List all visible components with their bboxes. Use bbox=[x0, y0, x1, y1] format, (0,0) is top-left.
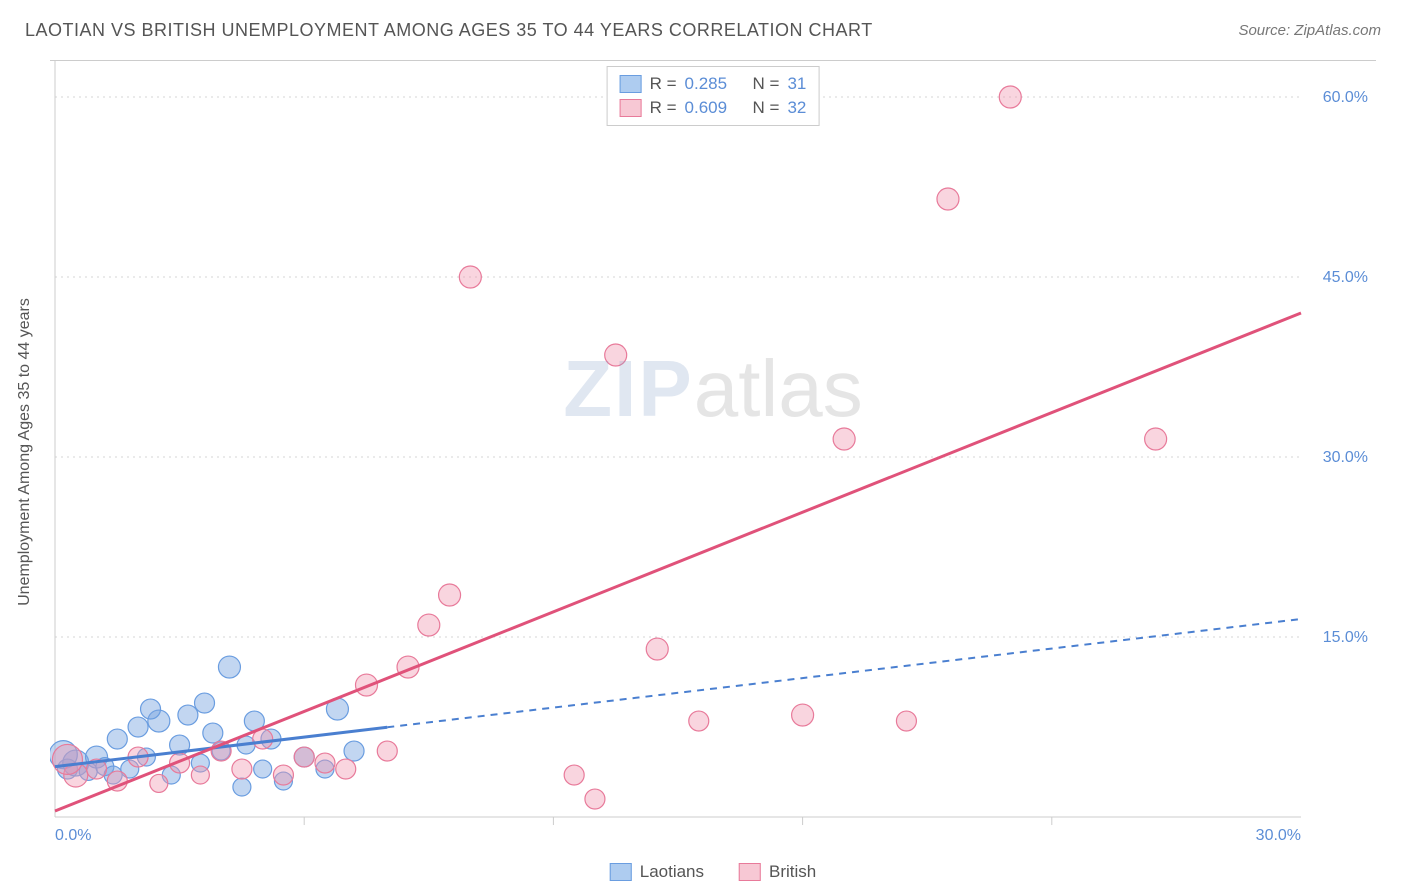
n-value-laotians: 31 bbox=[787, 74, 806, 94]
swatch-laotians bbox=[620, 75, 642, 93]
r-value-laotians: 0.285 bbox=[685, 74, 728, 94]
legend-item-british: British bbox=[739, 862, 816, 882]
svg-text:30.0%: 30.0% bbox=[1256, 827, 1301, 842]
legend-label-british: British bbox=[769, 862, 816, 882]
stats-row-laotians: R = 0.285 N = 31 bbox=[620, 72, 807, 96]
legend-swatch-british bbox=[739, 863, 761, 881]
legend-item-laotians: Laotians bbox=[610, 862, 704, 882]
source-attribution: Source: ZipAtlas.com bbox=[1238, 22, 1381, 39]
legend: Laotians British bbox=[610, 862, 817, 882]
svg-text:0.0%: 0.0% bbox=[55, 827, 91, 842]
svg-text:45.0%: 45.0% bbox=[1323, 269, 1368, 286]
scatter-plot: 15.0% 30.0% 45.0% 60.0% 0.0% 30.0% bbox=[50, 61, 1376, 842]
legend-label-laotians: Laotians bbox=[640, 862, 704, 882]
y-axis-label: Unemployment Among Ages 35 to 44 years bbox=[16, 298, 34, 606]
swatch-british bbox=[620, 99, 642, 117]
stats-row-british: R = 0.609 N = 32 bbox=[620, 96, 807, 120]
svg-text:60.0%: 60.0% bbox=[1323, 89, 1368, 106]
r-value-british: 0.609 bbox=[685, 98, 728, 118]
n-value-british: 32 bbox=[787, 98, 806, 118]
svg-text:30.0%: 30.0% bbox=[1323, 449, 1368, 466]
chart-title: LAOTIAN VS BRITISH UNEMPLOYMENT AMONG AG… bbox=[25, 20, 873, 41]
chart-area: Unemployment Among Ages 35 to 44 years Z… bbox=[50, 60, 1376, 842]
stats-box: R = 0.285 N = 31 R = 0.609 N = 32 bbox=[607, 66, 820, 126]
legend-swatch-laotians bbox=[610, 863, 632, 881]
svg-text:15.0%: 15.0% bbox=[1323, 629, 1368, 646]
